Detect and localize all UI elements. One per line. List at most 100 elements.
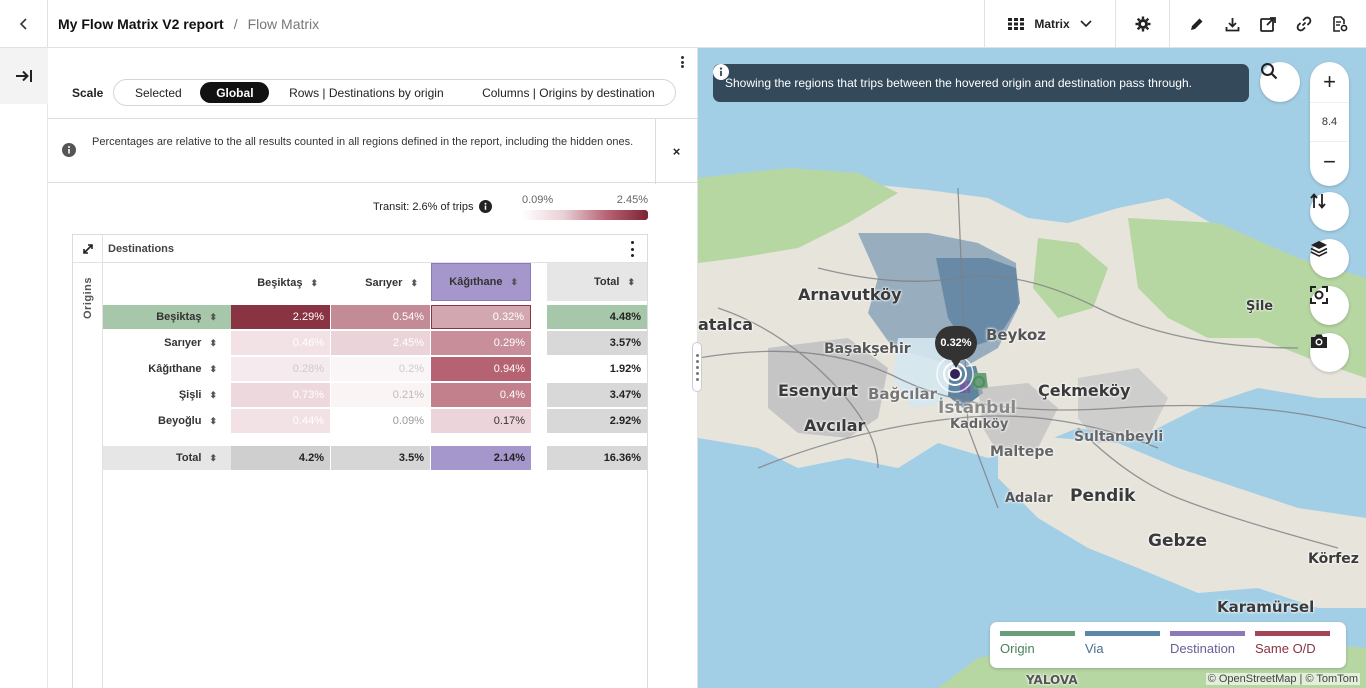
panel-resize-handle[interactable] — [692, 342, 702, 392]
screenshot-button[interactable] — [1310, 333, 1349, 372]
zoom-out-button[interactable]: − — [1323, 149, 1336, 174]
row-total-cell[interactable]: 3.57% — [547, 331, 647, 355]
swap-diagonal-icon — [82, 243, 93, 254]
sort-icon: ⬍ — [209, 363, 217, 374]
panel-menu-button[interactable] — [677, 54, 687, 70]
column-header-sariyer[interactable]: Sarıyer ⬍ — [331, 271, 430, 295]
report-title[interactable]: My Flow Matrix V2 report — [58, 15, 224, 32]
place-label: atalca — [698, 315, 754, 334]
matrix-cell[interactable]: 0.29% — [431, 331, 531, 355]
sort-icon: ⬍ — [310, 277, 318, 288]
color-scale-legend: 0.09% 2.45% — [522, 194, 648, 220]
notice-text: Percentages are relative to the all resu… — [92, 136, 634, 148]
kebab-dot-icon — [680, 60, 684, 64]
camera-icon — [1311, 334, 1327, 348]
report-settings-button[interactable] — [1322, 0, 1358, 48]
left-rail — [0, 48, 48, 688]
download-button[interactable] — [1214, 0, 1250, 48]
row-total-cell[interactable]: 1.92% — [547, 357, 647, 381]
settings-button[interactable] — [1115, 0, 1169, 48]
place-label: Adalar — [1005, 491, 1053, 506]
scale-option-global[interactable]: Global — [200, 82, 270, 103]
expand-panel-button[interactable] — [0, 48, 48, 104]
swap-vertical-icon — [1310, 193, 1326, 209]
edit-button[interactable] — [1178, 0, 1214, 48]
flow-marker-value[interactable]: 0.32% — [935, 326, 977, 368]
color-scale-bar — [522, 210, 648, 220]
fit-bounds-button[interactable] — [1310, 286, 1349, 325]
copy-link-button[interactable] — [1286, 0, 1322, 48]
row-header-sisli[interactable]: Şişli ⬍ — [103, 383, 231, 407]
swap-axes-button[interactable] — [73, 234, 103, 263]
row-header-sariyer[interactable]: Sarıyer ⬍ — [103, 331, 231, 355]
matrix-cell[interactable]: 0.2% — [331, 357, 430, 381]
matrix-cell[interactable]: 0.46% — [231, 331, 330, 355]
matrix-cell[interactable]: 0.44% — [231, 409, 330, 433]
swap-direction-button[interactable] — [1310, 192, 1349, 231]
share-button[interactable] — [1250, 0, 1286, 48]
layers-button[interactable] — [1310, 239, 1349, 278]
column-total-cell[interactable]: 4.2% — [231, 446, 330, 470]
matrix-header: Destinations — [73, 234, 647, 263]
origins-label: Origins — [82, 276, 94, 319]
map-view[interactable]: Arnavutköy atalca Başakşehir Beykoz Şile… — [698, 48, 1366, 688]
column-total-cell[interactable]: 3.5% — [331, 446, 430, 470]
matrix-cell[interactable]: 0.73% — [231, 383, 330, 407]
column-header-label: Total — [593, 276, 620, 288]
row-header-total[interactable]: Total ⬍ — [103, 446, 231, 470]
row-header-besiktas[interactable]: Beşiktaş ⬍ — [103, 305, 231, 329]
place-label: Körfez — [1308, 551, 1359, 567]
column-header-total[interactable]: Total ⬍ — [547, 263, 647, 301]
matrix-cell[interactable]: 0.94% — [431, 357, 531, 381]
map-search-button[interactable] — [1260, 62, 1300, 102]
info-icon — [62, 143, 76, 157]
gear-icon — [1135, 16, 1150, 32]
sort-icon: ⬍ — [209, 337, 217, 348]
legend-swatch — [1000, 631, 1075, 636]
place-label: YALOVA — [1026, 673, 1078, 687]
legend-destination: Destination — [1170, 631, 1245, 668]
close-icon: × — [672, 144, 681, 159]
grand-total-cell[interactable]: 16.36% — [547, 446, 647, 470]
row-header-kagithane[interactable]: Kâğıthane ⬍ — [103, 357, 231, 381]
zoom-in-button[interactable]: + — [1323, 69, 1336, 94]
matrix-menu-button[interactable] — [631, 241, 635, 257]
scale-option-columns[interactable]: Columns | Origins by destination — [482, 85, 655, 100]
scale-label: Scale — [72, 85, 104, 100]
matrix-cell[interactable]: 0.4% — [431, 383, 531, 407]
matrix-cell[interactable]: 0.32% — [431, 305, 531, 329]
scale-option-selected[interactable]: Selected — [135, 85, 182, 100]
close-notice-button[interactable]: × — [655, 119, 697, 184]
column-total-cell[interactable]: 2.14% — [431, 446, 531, 470]
matrix-cell[interactable]: 0.21% — [331, 383, 430, 407]
back-button[interactable] — [0, 0, 48, 48]
column-header-label: Beşiktaş — [257, 277, 303, 289]
kebab-dot-icon — [631, 254, 634, 257]
matrix-cell[interactable]: 0.54% — [331, 305, 430, 329]
matrix-cell[interactable]: 0.09% — [331, 409, 430, 433]
row-total-cell[interactable]: 2.92% — [547, 409, 647, 433]
place-label: Sultanbeyli — [1074, 429, 1164, 445]
legend-origin: Origin — [1000, 631, 1075, 668]
column-header-kagithane[interactable]: Kâğıthane ⬍ — [431, 263, 531, 301]
grip-dot-icon — [695, 359, 699, 363]
place-label: Kadıköy — [950, 417, 1009, 432]
scale-segmented-control: Selected Global Rows | Destinations by o… — [113, 79, 677, 106]
document-gear-icon — [1333, 16, 1348, 32]
legend-label: Origin — [1000, 641, 1035, 656]
place-label: Bağcılar — [868, 385, 937, 403]
map-attribution[interactable]: © OpenStreetMap | © TomTom — [1205, 673, 1360, 685]
row-header-beyoglu[interactable]: Beyoğlu ⬍ — [103, 409, 231, 433]
matrix-cell[interactable]: 2.45% — [331, 331, 430, 355]
scale-option-rows[interactable]: Rows | Destinations by origin — [289, 85, 444, 100]
place-label: Beykoz — [986, 326, 1046, 344]
column-header-besiktas[interactable]: Beşiktaş ⬍ — [231, 271, 330, 295]
view-selector[interactable]: Matrix — [984, 0, 1115, 48]
info-icon[interactable] — [479, 200, 493, 213]
row-total-cell[interactable]: 4.48% — [547, 305, 647, 329]
search-icon — [1261, 63, 1278, 80]
matrix-cell[interactable]: 0.28% — [231, 357, 330, 381]
row-total-cell[interactable]: 3.47% — [547, 383, 647, 407]
matrix-cell[interactable]: 2.29% — [231, 305, 330, 329]
matrix-cell[interactable]: 0.17% — [431, 409, 531, 433]
